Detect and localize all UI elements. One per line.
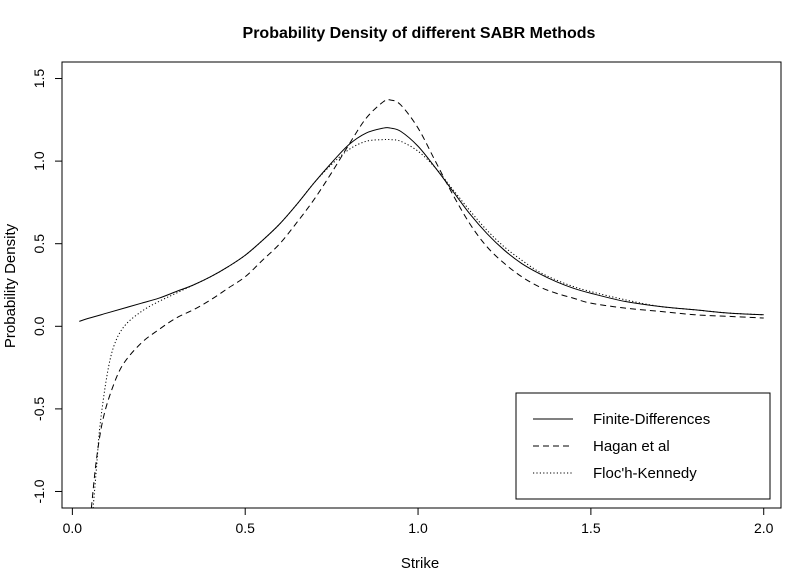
y-tick-label: -1.0 [31, 479, 47, 503]
legend-label-0: Finite-Differences [593, 411, 710, 428]
legend-label-2: Floc'h-Kennedy [593, 465, 697, 482]
x-tick-label: 0.0 [63, 520, 83, 536]
x-tick-label: 1.5 [581, 520, 601, 536]
x-tick-label: 0.5 [235, 520, 255, 536]
y-tick-label: 1.0 [31, 151, 47, 171]
plot-frame [61, 61, 782, 509]
y-tick-label: 1.5 [31, 69, 47, 89]
y-tick-label: 0.5 [31, 234, 47, 254]
x-tick-label: 2.0 [754, 520, 774, 536]
series-layer [79, 98, 764, 508]
legend: Finite-Differences Hagan et al Floc'h-Kenn… [515, 392, 771, 500]
y-tick-label: 0.0 [31, 316, 47, 336]
y-axis: -1.0 -0.5 0.0 0.5 1.0 1.5 [31, 69, 62, 504]
y-tick-label: -0.5 [31, 397, 47, 421]
legend-label-1: Hagan et al [593, 438, 670, 455]
y-axis-label: Probability Density [2, 223, 19, 348]
x-axis-label: Strike [401, 555, 439, 572]
series-line-2 [92, 138, 764, 508]
series-line-0 [79, 127, 764, 322]
chart-title: Probability Density of different SABR Me… [243, 25, 596, 42]
series-line-1 [90, 98, 764, 508]
x-tick-label: 1.0 [408, 520, 428, 536]
x-axis: 0.0 0.5 1.0 1.5 2.0 [63, 508, 774, 536]
